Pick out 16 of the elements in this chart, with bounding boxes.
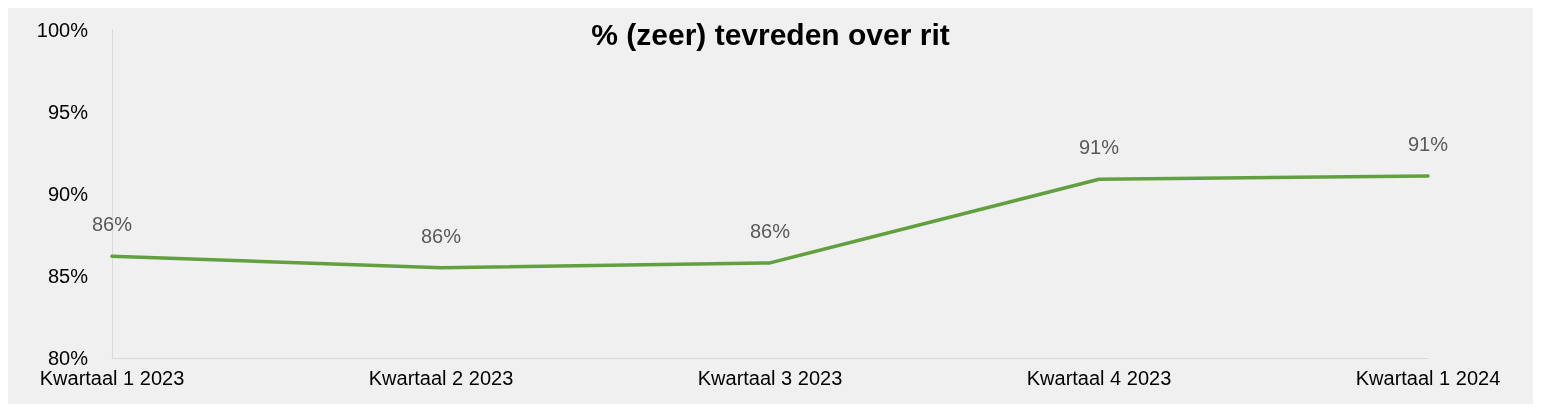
data-label: 86% xyxy=(420,224,462,247)
x-tick-label: Kwartaal 3 2023 xyxy=(697,367,843,389)
data-label: 86% xyxy=(91,213,133,236)
y-tick-label: 85% xyxy=(47,265,89,287)
y-tick-label: 90% xyxy=(47,183,89,205)
data-label: 91% xyxy=(1407,132,1449,155)
x-tick-label: Kwartaal 4 2023 xyxy=(1026,367,1172,389)
y-tick-label: 100% xyxy=(36,19,89,41)
x-tick-label: Kwartaal 2 2023 xyxy=(368,367,514,389)
y-tick-label: 80% xyxy=(47,347,89,369)
data-label: 91% xyxy=(1078,136,1120,159)
data-label: 86% xyxy=(749,219,791,242)
chart-title: % (zeer) tevreden over rit xyxy=(591,17,950,51)
x-tick-label: Kwartaal 1 2023 xyxy=(39,367,185,389)
x-tick-label: Kwartaal 1 2024 xyxy=(1355,367,1501,389)
y-tick-label: 95% xyxy=(47,101,89,123)
